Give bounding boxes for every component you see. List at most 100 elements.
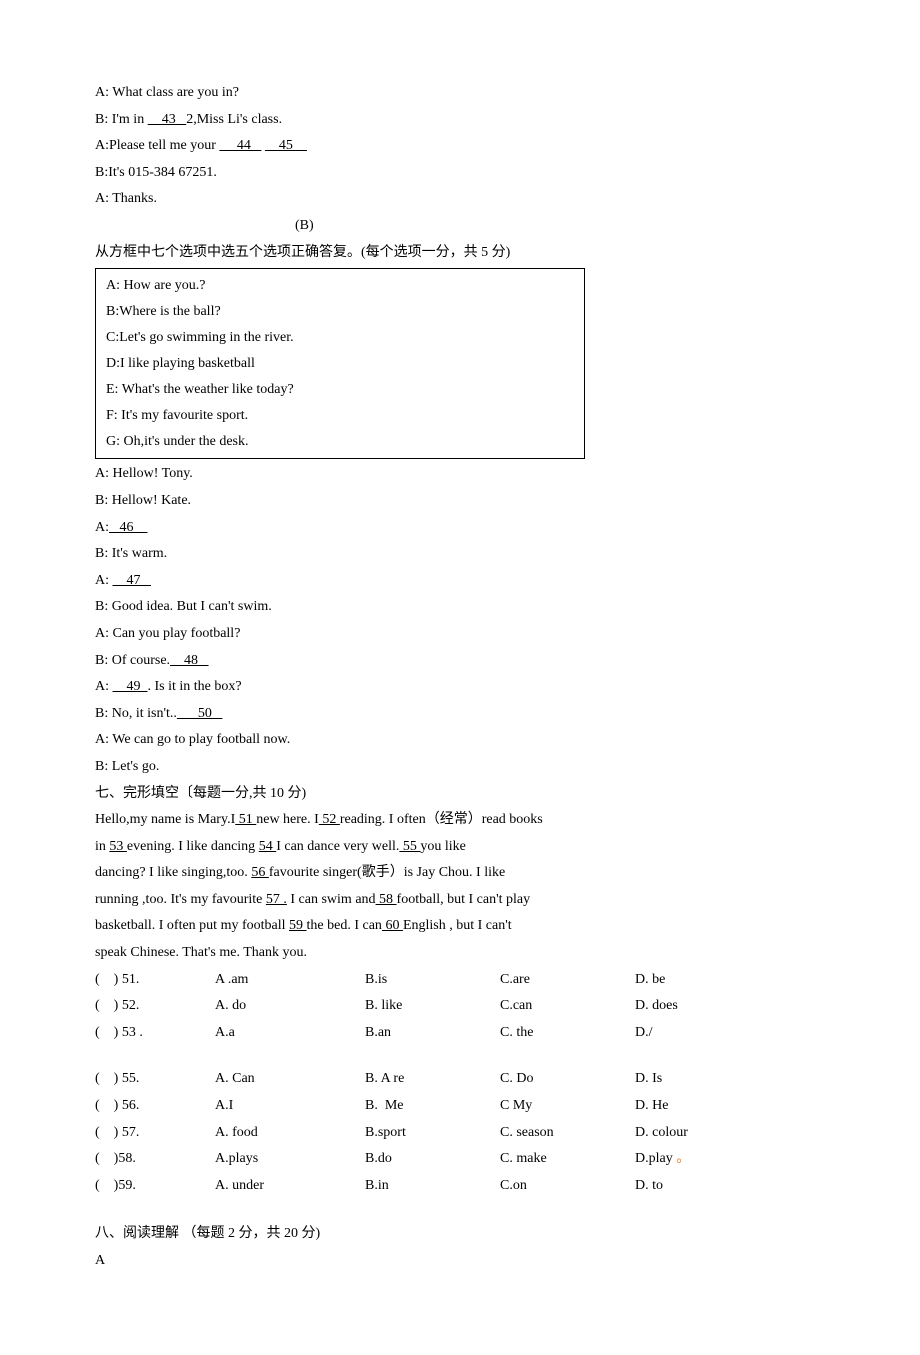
q56-c: C My [500, 1093, 635, 1120]
q57-row: ( ) 57. A. food B.sport C. season D. col… [95, 1120, 825, 1147]
text: running ,too. It's my favourite [95, 892, 266, 907]
q59-a: A. under [215, 1173, 365, 1200]
text: . Is it in the box? [148, 679, 242, 694]
q58-prefix: ( )58. [95, 1146, 215, 1173]
option-c: C:Let's go swimming in the river. [106, 325, 574, 351]
text: A: [95, 679, 113, 694]
text: D.play [635, 1151, 676, 1166]
dialogB-line2: B: Hellow! Kate. [95, 488, 825, 515]
text: I can dance very well. [276, 839, 399, 854]
option-d: D:I like playing basketball [106, 351, 574, 377]
dialogB-line5: A: 47 [95, 568, 825, 595]
blank-53: 53 [109, 839, 127, 854]
dialogB-line7: A: Can you play football? [95, 621, 825, 648]
dialogB-line11: A: We can go to play football now. [95, 727, 825, 754]
q58-row: ( )58. A.plays B.do C. make D.play 。 [95, 1146, 825, 1173]
blank-52: 52 [319, 812, 340, 827]
q59-d: D. to [635, 1173, 745, 1200]
q51-d: D. be [635, 967, 745, 994]
q51-b: B.is [365, 967, 500, 994]
blank-54: 54 [259, 839, 277, 854]
cloze-p5: basketball. I often put my football 59 t… [95, 913, 825, 940]
q53-row: ( ) 53 . A.a B.an C. the D./ [95, 1020, 825, 1047]
q56-row: ( ) 56. A.I B. Me C My D. He [95, 1093, 825, 1120]
q55-row: ( ) 55. A. Can B. A re C. Do D. Is [95, 1066, 825, 1093]
q56-prefix: ( ) 56. [95, 1093, 215, 1120]
text: B: I'm in [95, 112, 148, 127]
q57-c: C. season [500, 1120, 635, 1147]
text: you like [420, 839, 466, 854]
q58-d: D.play 。 [635, 1146, 745, 1173]
text: in [95, 839, 109, 854]
blank-45: 45 [265, 138, 307, 153]
dialogB-line1: A: Hellow! Tony. [95, 461, 825, 488]
blank-48: 48 [170, 653, 209, 668]
option-f: F: It's my favourite sport. [106, 403, 574, 429]
text: dancing? I like singing,too. [95, 865, 251, 880]
dialogB-line6: B: Good idea. But I can't swim. [95, 594, 825, 621]
dialogB-line3: A: 46 [95, 515, 825, 542]
cloze-p3: dancing? I like singing,too. 56 favourit… [95, 860, 825, 887]
q53-a: A.a [215, 1020, 365, 1047]
reading-partA: A [95, 1248, 825, 1275]
q51-c: C.are [500, 967, 635, 994]
blank-58: 58 [376, 892, 397, 907]
text: I can swim and [287, 892, 376, 907]
q58-c: C. make [500, 1146, 635, 1173]
dialogB-line12: B: Let's go. [95, 754, 825, 781]
dialogA-line3: A:Please tell me your 44 45 [95, 133, 825, 160]
cloze-p2: in 53 evening. I like dancing 54 I can d… [95, 834, 825, 861]
q56-b: B. Me [365, 1093, 500, 1120]
q53-d: D./ [635, 1020, 745, 1047]
q57-b: B.sport [365, 1120, 500, 1147]
reading-title: 八、阅读理解 （每题 2 分，共 20 分) [95, 1221, 825, 1248]
text: B: Of course. [95, 653, 170, 668]
q58-a: A.plays [215, 1146, 365, 1173]
text: the bed. I can [307, 918, 382, 933]
gap [95, 1199, 825, 1221]
q59-c: C.on [500, 1173, 635, 1200]
text: new here. I [256, 812, 319, 827]
blank-60: 60 [382, 918, 403, 933]
q55-d: D. Is [635, 1066, 745, 1093]
text: favourite singer(歌手）is Jay Chou. I like [269, 865, 505, 880]
dialogB-line9: A: 49 . Is it in the box? [95, 674, 825, 701]
q52-row: ( ) 52. A. do B. like C.can D. does [95, 993, 825, 1020]
section-b-label: (B) [95, 213, 825, 240]
text: A: [95, 520, 109, 535]
q57-prefix: ( ) 57. [95, 1120, 215, 1147]
q55-b: B. A re [365, 1066, 500, 1093]
blank-46: 46 [109, 520, 148, 535]
q59-row: ( )59. A. under B.in C.on D. to [95, 1173, 825, 1200]
cloze-p1: Hello,my name is Mary.I 51 new here. I 5… [95, 807, 825, 834]
dialogA-line4: B:It's 015-384 67251. [95, 160, 825, 187]
q58-b: B.do [365, 1146, 500, 1173]
text: A:Please tell me your [95, 138, 219, 153]
option-a: A: How are you.? [106, 273, 574, 299]
blank-49: 49 [113, 679, 148, 694]
cloze-p6: speak Chinese. That's me. Thank you. [95, 940, 825, 967]
q55-prefix: ( ) 55. [95, 1066, 215, 1093]
q51-row: ( ) 51. A .am B.is C.are D. be [95, 967, 825, 994]
q51-a: A .am [215, 967, 365, 994]
cloze-p4: running ,too. It's my favourite 57 . I c… [95, 887, 825, 914]
q52-d: D. does [635, 993, 745, 1020]
q52-c: C.can [500, 993, 635, 1020]
dialogA-line2: B: I'm in 43 2,Miss Li's class. [95, 107, 825, 134]
q51-prefix: ( ) 51. [95, 967, 215, 994]
q56-a: A.I [215, 1093, 365, 1120]
text: basketball. I often put my football [95, 918, 289, 933]
options-box: A: How are you.? B:Where is the ball? C:… [95, 268, 585, 459]
q57-d: D. colour [635, 1120, 745, 1147]
q53-prefix: ( ) 53 . [95, 1020, 215, 1047]
blank-44: 44 [219, 138, 261, 153]
q56-d: D. He [635, 1093, 745, 1120]
dialogA-line1: A: What class are you in? [95, 80, 825, 107]
dialogA-line5: A: Thanks. [95, 186, 825, 213]
orange-dot-icon: 。 [676, 1151, 690, 1166]
text: reading. I often（经常）read books [340, 812, 543, 827]
q52-b: B. like [365, 993, 500, 1020]
q57-a: A. food [215, 1120, 365, 1147]
blank-57: 57 . [266, 892, 287, 907]
cloze-title: 七、完形填空〔每题一分,共 10 分) [95, 781, 825, 808]
